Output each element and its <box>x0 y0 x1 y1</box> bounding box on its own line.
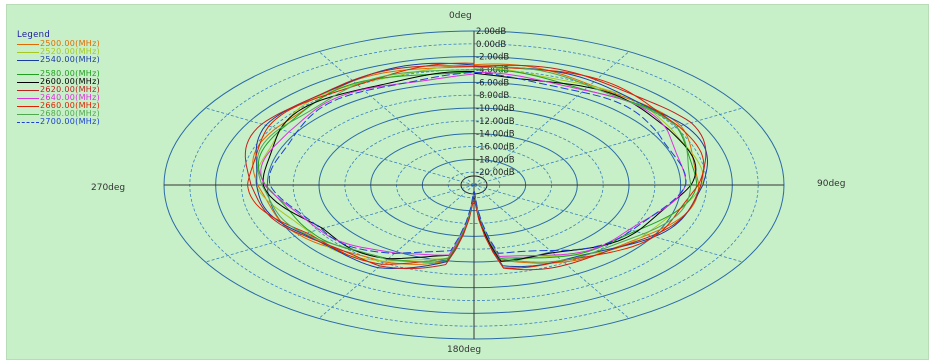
radial-tick-label: -18.00dB <box>476 155 515 165</box>
radial-tick-label: -8.00dB <box>476 91 509 101</box>
legend-label: 2520.00(MHz) <box>40 47 101 56</box>
legend-entry: 2500.00(MHz) <box>17 40 100 48</box>
legend-swatch <box>17 89 39 91</box>
legend-entry: 2620.00(MHz) <box>17 86 100 94</box>
radial-tick-label: -16.00dB <box>476 143 515 153</box>
legend-label: 2620.00(MHz) <box>40 85 101 94</box>
legend-entry: 2640.00(MHz) <box>17 94 100 102</box>
grid-spoke <box>473 51 630 186</box>
legend-label: 2700.00(MHz) <box>40 117 101 126</box>
grid-spoke <box>205 184 475 263</box>
series-trace <box>246 62 705 269</box>
legend-entry: 2700.00(MHz) <box>17 118 100 126</box>
radial-tick-label: -14.00dB <box>476 130 515 140</box>
legend-label: 2660.00(MHz) <box>40 101 101 110</box>
radial-tick-label: -4.00dB <box>476 66 509 76</box>
angle-label-0: 0deg <box>449 11 472 21</box>
legend-label: 2580.00(MHz) <box>40 69 101 78</box>
plot-panel: 2.00dB 0.00dB -2.00dB -4.00dB -6.00dB -8.00dB… <box>6 4 929 360</box>
legend: Legend 2500.00(MHz) 2520.00(MHz) 2540.00(M… <box>17 31 100 126</box>
radial-tick-label: -12.00dB <box>476 117 515 127</box>
legend-swatch <box>17 73 39 75</box>
legend-entries: 2500.00(MHz) 2520.00(MHz) 2540.00(MHz) 2580… <box>17 40 100 126</box>
legend-entry: 2660.00(MHz) <box>17 102 100 110</box>
legend-title: Legend <box>17 30 51 40</box>
legend-entry: 2680.00(MHz) <box>17 110 100 118</box>
radial-tick-label: 0.00dB <box>476 40 506 50</box>
series-trace <box>255 62 709 270</box>
legend-swatch <box>17 105 39 107</box>
angle-label-180: 180deg <box>447 345 482 355</box>
radial-tick-label: -6.00dB <box>476 78 509 88</box>
series-trace <box>256 66 692 263</box>
grid-spoke <box>473 107 743 186</box>
legend-swatch <box>17 81 39 83</box>
grid-spoke <box>205 107 475 186</box>
legend-swatch <box>17 59 39 61</box>
legend-entry: 2540.00(MHz) <box>17 56 100 64</box>
radial-tick-label: -10.00dB <box>476 104 515 114</box>
radial-tick-label: -2.00dB <box>476 53 509 63</box>
series-trace <box>268 71 687 255</box>
legend-swatch <box>17 51 39 53</box>
grid-spoke <box>318 51 475 186</box>
legend-swatch <box>17 43 39 45</box>
grid-spoke <box>473 184 630 319</box>
grid-spoke <box>473 184 743 263</box>
legend-entry: 2520.00(MHz) <box>17 48 100 56</box>
radial-tick-label: 2.00dB <box>476 27 506 37</box>
polar-chart: 2.00dB 0.00dB -2.00dB -4.00dB -6.00dB -8.00dB… <box>163 27 785 340</box>
legend-label: 2600.00(MHz) <box>40 77 101 86</box>
legend-entry: 2600.00(MHz) <box>17 78 100 86</box>
legend-entry: 2580.00(MHz) <box>17 70 100 78</box>
series-trace <box>262 70 697 262</box>
radial-tick-label: -20.00dB <box>476 168 515 178</box>
legend-label: 2640.00(MHz) <box>40 93 101 102</box>
legend-swatch <box>17 113 39 115</box>
legend-label: 2500.00(MHz) <box>40 39 101 48</box>
angle-label-90: 90deg <box>817 179 846 189</box>
series-trace <box>244 64 707 271</box>
grid-spoke <box>318 184 475 319</box>
legend-label: 2680.00(MHz) <box>40 109 101 118</box>
legend-label: 2540.00(MHz) <box>40 55 101 64</box>
legend-swatch <box>17 121 39 123</box>
angle-label-270: 270deg <box>91 183 126 193</box>
legend-swatch <box>17 97 39 99</box>
